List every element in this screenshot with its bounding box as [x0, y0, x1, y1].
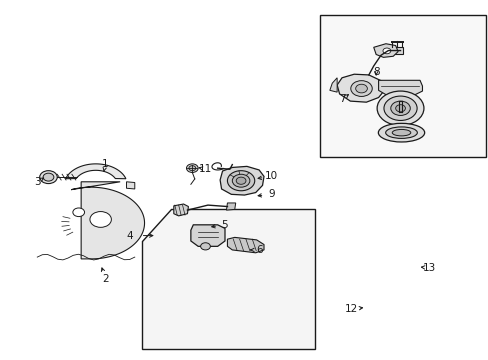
- Circle shape: [232, 174, 249, 187]
- Ellipse shape: [378, 123, 424, 142]
- Circle shape: [390, 101, 409, 116]
- Polygon shape: [71, 182, 144, 259]
- Bar: [320, 15, 485, 157]
- Text: 4: 4: [126, 231, 133, 240]
- Polygon shape: [126, 182, 135, 189]
- Polygon shape: [65, 164, 126, 179]
- Ellipse shape: [385, 127, 416, 138]
- Text: 6: 6: [255, 245, 262, 255]
- Polygon shape: [190, 225, 224, 246]
- Text: 3: 3: [34, 177, 41, 187]
- Polygon shape: [227, 237, 264, 253]
- Circle shape: [73, 208, 84, 217]
- Text: 12: 12: [345, 304, 358, 314]
- Text: 10: 10: [264, 171, 277, 181]
- Polygon shape: [336, 74, 384, 102]
- Circle shape: [227, 171, 254, 191]
- Circle shape: [395, 105, 405, 112]
- Polygon shape: [173, 204, 188, 216]
- Ellipse shape: [391, 130, 410, 136]
- Circle shape: [90, 212, 111, 227]
- Text: 1: 1: [102, 159, 109, 169]
- Text: 8: 8: [372, 67, 379, 77]
- Circle shape: [43, 173, 54, 181]
- Circle shape: [382, 48, 390, 54]
- Text: 2: 2: [102, 274, 109, 284]
- Circle shape: [188, 166, 195, 171]
- Polygon shape: [220, 166, 264, 195]
- Polygon shape: [373, 44, 397, 57]
- Circle shape: [186, 164, 198, 172]
- Text: 11: 11: [199, 164, 212, 174]
- Text: 5: 5: [221, 220, 228, 230]
- Polygon shape: [378, 80, 422, 95]
- Text: 9: 9: [267, 189, 274, 199]
- Circle shape: [376, 91, 423, 126]
- Circle shape: [200, 243, 210, 250]
- Circle shape: [383, 96, 416, 121]
- Circle shape: [350, 81, 371, 96]
- Circle shape: [40, 171, 57, 184]
- Text: 7: 7: [338, 94, 345, 104]
- Circle shape: [236, 177, 245, 184]
- Polygon shape: [226, 203, 235, 210]
- Text: 13: 13: [422, 263, 435, 273]
- Circle shape: [355, 84, 366, 93]
- Polygon shape: [329, 78, 336, 92]
- Polygon shape: [388, 47, 402, 54]
- Polygon shape: [142, 209, 315, 348]
